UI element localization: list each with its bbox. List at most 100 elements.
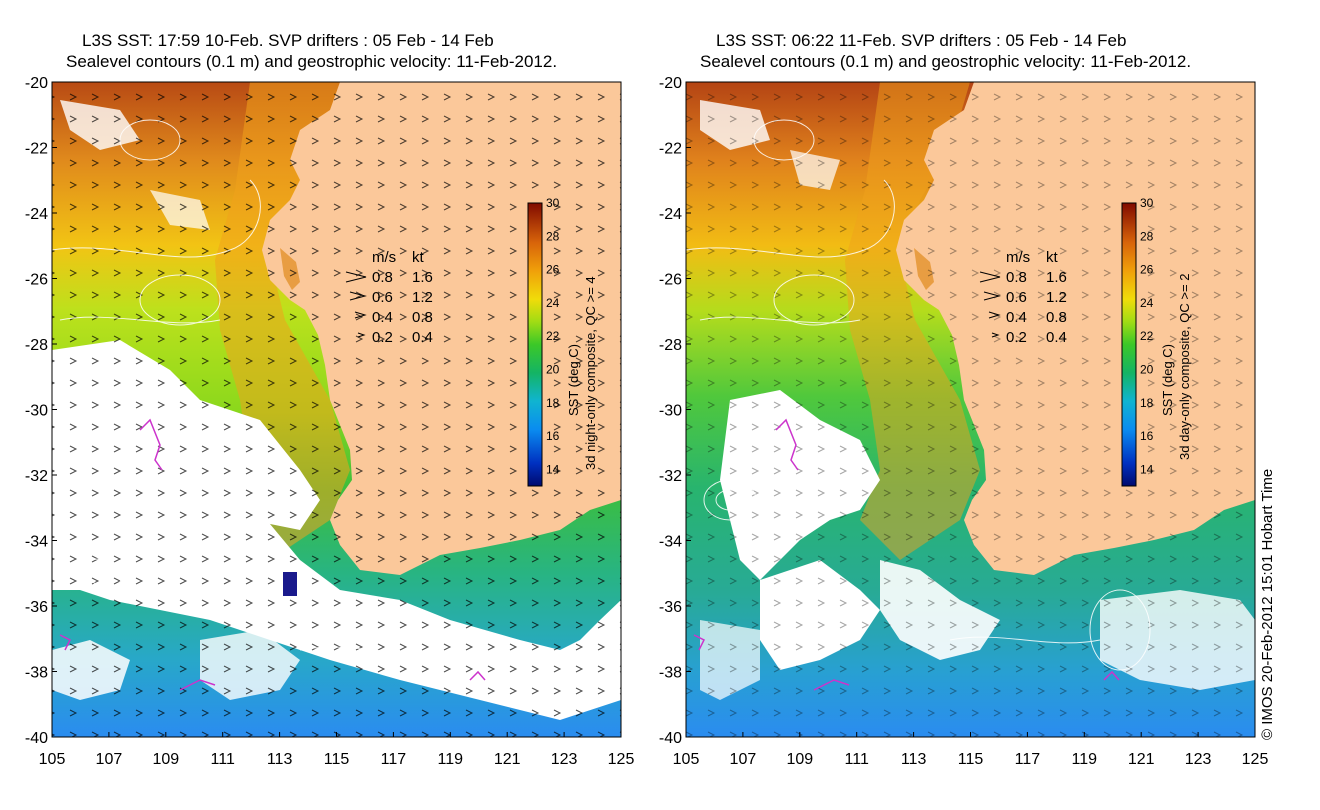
panel1-x-tick-label: 111 <box>211 751 235 768</box>
colorbar-tick-label: 30 <box>546 196 560 210</box>
axes-layer: 105 107 109 111 113 115 117 119 121 123 125 -20 -22 -… <box>25 75 1269 768</box>
panel2-x-tick-label: 107 <box>730 751 757 768</box>
panel1-y-tick-label: -22 <box>25 141 48 158</box>
panel2-colorbar-title: SST (deg C) <box>1160 344 1175 416</box>
panel1-cold-spot <box>283 572 297 596</box>
panel2-subtitle: Sealevel contours (0.1 m) and geostrophi… <box>700 51 1191 73</box>
panel1-x-tick-label: 115 <box>324 751 350 768</box>
legend1-ms-3: 0.2 <box>372 329 393 346</box>
panel2-y-tick-label: -24 <box>659 206 682 223</box>
panel2-sealevel-contours <box>685 119 1151 671</box>
panel2-x-tick-label: 119 <box>1072 751 1098 768</box>
panel1-x-tick-label: 121 <box>494 751 521 768</box>
panel1-y-tick-label: -30 <box>25 403 48 420</box>
panel2-y-tick-label: -22 <box>659 141 682 158</box>
colorbar-tick-label: 24 <box>546 296 560 310</box>
panel2-y-tick-label: -34 <box>659 534 682 551</box>
panel1-x-tick-label: 117 <box>381 751 407 768</box>
legend1-kt-0: 1.6 <box>412 269 433 286</box>
panel1-velocity-legend: m/s kt 0.8 1.6 0.6 1.2 0.4 0.8 0.2 0.4 <box>345 249 433 346</box>
panel1-velocity-arrows <box>52 82 621 737</box>
colorbar-tick-label: 26 <box>1140 263 1154 277</box>
panel2-x-tick-label: 113 <box>901 751 927 768</box>
colorbar-tick-label: 22 <box>546 329 560 343</box>
panel1-map <box>51 81 622 738</box>
colorbar-tick-label: 24 <box>1140 296 1154 310</box>
panel1-drifter-tracks <box>59 418 486 691</box>
panel2-y-tick-label: -36 <box>659 599 682 616</box>
panel1-x-tick-label: 105 <box>39 751 66 768</box>
panel2-velocity-legend: m/s kt 0.8 1.6 0.6 1.2 0.4 0.8 0.2 0.4 <box>979 249 1067 346</box>
legend1-ms-2: 0.4 <box>372 309 393 326</box>
panel2-title-line2: Sealevel contours (0.1 m) and geostrophi… <box>700 52 1192 71</box>
legend2-ms-1: 0.6 <box>1006 289 1027 306</box>
legend2-ms-2: 0.4 <box>1006 309 1027 326</box>
panel2-x-tick-label: 105 <box>673 751 700 768</box>
panel2-y-tick-label: -40 <box>659 730 682 747</box>
legend1-ms-0: 0.8 <box>372 269 393 286</box>
legend1-header-ms: m/s <box>372 249 396 266</box>
legend2-kt-0: 1.6 <box>1046 269 1067 286</box>
legend1-header-kt: kt <box>412 249 425 266</box>
panel1-x-tick-label: 123 <box>551 751 578 768</box>
legend1-kt-3: 0.4 <box>412 329 433 346</box>
panel1-title-line1: L3S SST: 17:59 10-Feb. SVP drifters : 05… <box>82 31 494 50</box>
panel1-x-tick-label: 107 <box>96 751 123 768</box>
panel1-x-tick-label: 119 <box>438 751 464 768</box>
legend2-ms-3: 0.2 <box>1006 329 1027 346</box>
panel1-x-tick-label: 113 <box>267 751 293 768</box>
panel2-title: L3S SST: 06:22 11-Feb. SVP drifters : 05… <box>716 30 1126 52</box>
panel2-x-tick-label: 125 <box>1242 751 1269 768</box>
colorbar-tick-label: 18 <box>1140 396 1154 410</box>
panel2-x-tick-label: 117 <box>1015 751 1041 768</box>
panel2-x-tick-label: 123 <box>1185 751 1212 768</box>
panel2-x-tick-label: 109 <box>786 751 813 768</box>
colorbar-tick-label: 22 <box>1140 329 1154 343</box>
panel2-title-line1: L3S SST: 06:22 11-Feb. SVP drifters : 05… <box>716 31 1127 50</box>
panel1-title: L3S SST: 17:59 10-Feb. SVP drifters : 05… <box>82 30 494 52</box>
legend1-kt-2: 0.8 <box>412 309 433 326</box>
legend2-ms-0: 0.8 <box>1006 269 1027 286</box>
panel2-y-tick-label: -32 <box>659 468 682 485</box>
colorbar-tick-label: 30 <box>1140 196 1154 210</box>
panel2-y-tick-label: -30 <box>659 403 682 420</box>
legend1-kt-1: 1.2 <box>412 289 433 306</box>
panel2-colorbar: 30 28 26 24 22 20 18 16 14 SST (deg C) 3d day-on… <box>1121 196 1192 487</box>
panel1-y-tick-label: -26 <box>25 272 48 289</box>
panel1-colorbar: 30 28 26 24 22 20 18 16 14 SST (deg C) 3d night-… <box>527 196 598 487</box>
panel2-map <box>685 81 1256 738</box>
colorbar-tick-label: 18 <box>546 396 560 410</box>
panel1-x-tick-label: 109 <box>152 751 179 768</box>
panel2-drifter-tracks <box>693 418 1120 691</box>
panel1-y-tick-label: -36 <box>25 599 48 616</box>
panel1-subtitle: Sealevel contours (0.1 m) and geostrophi… <box>66 51 557 73</box>
legend2-header-kt: kt <box>1046 249 1059 266</box>
panel1-y-tick-label: -34 <box>25 534 48 551</box>
panel1-y-tick-label: -28 <box>25 337 48 354</box>
panel1-x-tick-label: 125 <box>608 751 635 768</box>
panel1-colorbar-subtitle: 3d night-only composite, QC >= 4 <box>583 276 598 470</box>
panel1-y-tick-label: -38 <box>25 665 48 682</box>
legend1-ms-1: 0.6 <box>372 289 393 306</box>
colorbar-tick-label: 16 <box>1140 429 1154 443</box>
colorbar-tick-label: 14 <box>1140 462 1154 476</box>
imos-credit: © IMOS 20-Feb-2012 15:01 Hobart Time <box>1259 469 1276 740</box>
panel2-x-tick-label: 115 <box>958 751 984 768</box>
panel2-velocity-arrows <box>686 82 1255 737</box>
panel1-title-line2: Sealevel contours (0.1 m) and geostrophi… <box>66 52 558 71</box>
panel2-x-tick-label: 121 <box>1128 751 1155 768</box>
panel1-y-tick-label: -20 <box>25 75 48 92</box>
legend2-kt-1: 1.2 <box>1046 289 1067 306</box>
panel2-colorbar-subtitle: 3d day-only composite, QC >= 2 <box>1177 274 1192 460</box>
panel2-y-tick-label: -28 <box>659 337 682 354</box>
colorbar-tick-label: 14 <box>546 462 560 476</box>
panel2-x-tick-label: 111 <box>845 751 869 768</box>
panel1-y-tick-label: -24 <box>25 206 48 223</box>
colorbar-tick-label: 28 <box>1140 229 1154 243</box>
panel2-y-tick-label: -26 <box>659 272 682 289</box>
panel1-y-tick-label: -32 <box>25 468 48 485</box>
colorbar-tick-label: 20 <box>1140 362 1154 376</box>
colorbar-tick-label: 20 <box>546 362 560 376</box>
legend2-header-ms: m/s <box>1006 249 1030 266</box>
